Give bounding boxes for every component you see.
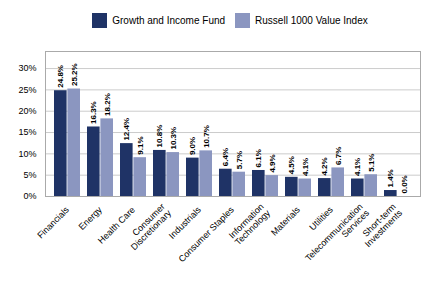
svg-text:5.1%: 5.1%: [367, 154, 376, 172]
svg-text:4.5%: 4.5%: [287, 156, 296, 174]
svg-text:20%: 20%: [18, 106, 36, 116]
svg-text:5.7%: 5.7%: [235, 151, 244, 169]
svg-text:10.8%: 10.8%: [155, 125, 164, 148]
html-text:Growth and Income Fund: Growth and Income Fund: [112, 15, 226, 26]
svg-text:Short-termInvestments: Short-termInvestments: [356, 201, 404, 249]
svg-text:9.0%: 9.0%: [188, 137, 197, 155]
svg-text:12.4%: 12.4%: [122, 118, 131, 141]
svg-text:ConsumerDiscretionary: ConsumerDiscretionary: [123, 201, 174, 252]
svg-text:24.8%: 24.8%: [56, 65, 65, 88]
svg-text:10%: 10%: [18, 149, 36, 159]
svg-text:Energy: Energy: [77, 204, 105, 232]
svg-text:Consumer Staples: Consumer Staples: [176, 204, 236, 265]
html-text:Russell 1000 Value Index: Russell 1000 Value Index: [255, 15, 368, 26]
svg-text:Health Care: Health Care: [96, 205, 137, 246]
svg-text:25%: 25%: [18, 85, 36, 95]
svg-text:4.1%: 4.1%: [353, 158, 362, 176]
svg-text:10.7%: 10.7%: [202, 125, 211, 148]
svg-text:Financials: Financials: [35, 204, 71, 240]
svg-text:25.2%: 25.2%: [70, 63, 79, 86]
svg-text:5%: 5%: [23, 170, 36, 180]
svg-text:0.0%: 0.0%: [400, 175, 409, 193]
svg-text:6.1%: 6.1%: [254, 149, 263, 167]
svg-text:4.1%: 4.1%: [301, 158, 310, 176]
svg-text:9.1%: 9.1%: [136, 136, 145, 154]
svg-text:Utilities: Utilities: [307, 204, 335, 233]
svg-text:Materials: Materials: [269, 204, 302, 237]
svg-text:6.7%: 6.7%: [334, 147, 343, 165]
svg-text:0%: 0%: [23, 191, 36, 201]
svg-text:InformationTechnology: InformationTechnology: [226, 201, 272, 247]
svg-text:18.2%: 18.2%: [103, 93, 112, 116]
svg-text:16.3%: 16.3%: [89, 101, 98, 124]
svg-text:4.9%: 4.9%: [268, 154, 277, 172]
svg-text:10.3%: 10.3%: [169, 127, 178, 150]
svg-text:6.4%: 6.4%: [221, 148, 230, 166]
svg-text:15%: 15%: [18, 127, 36, 137]
svg-text:30%: 30%: [18, 63, 36, 73]
svg-text:4.2%: 4.2%: [320, 157, 329, 175]
svg-text:TelecommunicationServices: TelecommunicationServices: [303, 201, 371, 269]
svg-text:Industrials: Industrials: [166, 204, 203, 241]
svg-text:1.4%: 1.4%: [386, 169, 395, 187]
